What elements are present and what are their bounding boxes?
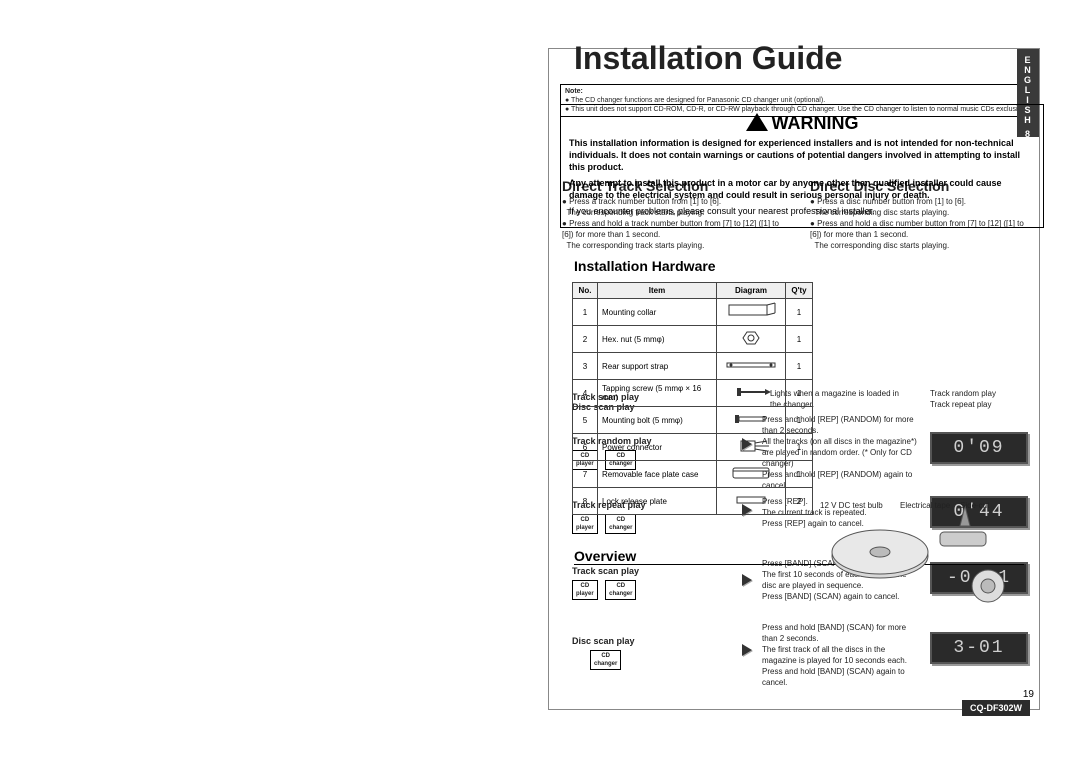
- table-row: 4Tapping screw (5 mmφ × 16 mm)1: [573, 380, 813, 407]
- table-row: 5Mounting bolt (5 mmφ)1: [573, 407, 813, 434]
- table-row: 2Hex. nut (5 mmφ)1: [573, 326, 813, 353]
- table-row: 8Lock release plate2: [573, 488, 813, 515]
- model-badge: CQ-DF302W: [962, 700, 1030, 716]
- table-row: 6Power connector1: [573, 434, 813, 461]
- warning-p2: Any attempt to install this product in a…: [569, 177, 1035, 201]
- diagram-hex-nut: [717, 326, 786, 353]
- page-number: 19: [1023, 689, 1034, 700]
- diagram-bolt: [717, 407, 786, 434]
- ov-label-1: 12 V DC test bulb: [820, 500, 883, 511]
- warning-p1: This installation information is designe…: [569, 137, 1035, 173]
- warning-triangle-icon: [746, 113, 768, 131]
- install-hardware-heading: Installation Hardware: [574, 258, 716, 274]
- table-row: 1Mounting collar1: [573, 299, 813, 326]
- col-item: Item: [598, 283, 717, 299]
- diagram-screw: [717, 380, 786, 407]
- ov-label-3: Side-cut: [960, 500, 989, 511]
- col-diagram: Diagram: [717, 283, 786, 299]
- diagram-lock-plate: [717, 488, 786, 515]
- table-row: 3Rear support strap1: [573, 353, 813, 380]
- table-header-row: No. Item Diagram Q'ty: [573, 283, 813, 299]
- col-no: No.: [573, 283, 598, 299]
- table-row: 7Removable face plate case1: [573, 461, 813, 488]
- warning-box: WARNING This installation information is…: [560, 104, 1044, 228]
- warning-heading: WARNING: [569, 113, 1035, 131]
- diagram-mounting-collar: [717, 299, 786, 326]
- diagram-strap: [717, 353, 786, 380]
- ov-label-2: Electrical tape: [900, 500, 950, 511]
- warning-p3: If you encounter problems, please consul…: [569, 205, 1035, 217]
- diagram-case: [717, 461, 786, 488]
- overview-illustration: [820, 496, 1020, 616]
- page-title: Installation Guide: [574, 40, 842, 77]
- diagram-power-conn: [717, 434, 786, 461]
- col-qty: Q'ty: [786, 283, 813, 299]
- hardware-table: No. Item Diagram Q'ty 1Mounting collar1 …: [572, 282, 813, 515]
